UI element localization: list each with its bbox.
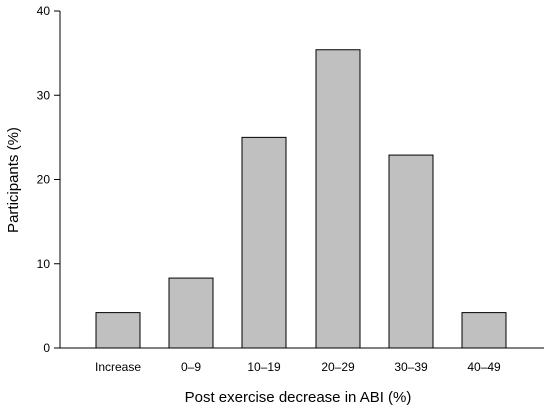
bar-4 [388,154,434,349]
x-tick-label: 30–39 [394,360,428,374]
y-tick-label: 10 [37,257,51,271]
y-tick-label: 30 [37,88,51,102]
y-tick-label: 20 [37,173,51,187]
y-axis-title: Participants (%) [5,127,22,233]
y-tick-label: 40 [37,4,51,18]
x-axis-title: Post exercise decrease in ABI (%) [185,389,412,406]
bars-group [95,49,507,349]
bar-5 [461,312,507,349]
x-tick-label: 10–19 [247,360,281,374]
x-ticks-group: Increase 0–9 10–19 20–29 30–39 40–49 [95,360,501,374]
x-tick-label: 40–49 [467,360,501,374]
x-tick-label: Increase [95,360,141,374]
bar-2 [241,136,287,349]
y-ticks-group: 0 10 20 30 40 [37,4,60,355]
bar-0 [95,312,141,349]
x-tick-label: 0–9 [181,360,201,374]
x-tick-label: 20–29 [321,360,355,374]
bar-3 [315,49,361,349]
y-tick-label: 0 [43,341,50,355]
bar-1 [168,277,214,349]
